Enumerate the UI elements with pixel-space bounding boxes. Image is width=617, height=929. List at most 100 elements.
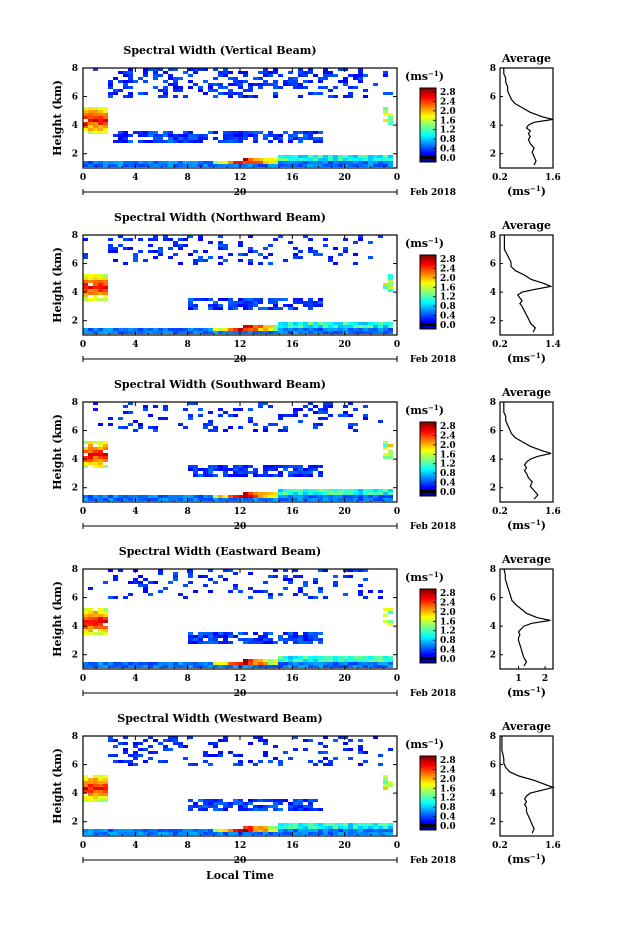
heatmap-cell [198,68,203,71]
heatmap-cell [383,110,388,113]
heatmap-cell [218,799,223,802]
heatmap-cell [243,131,248,134]
heatmap-cell [168,247,173,250]
colorbar-unit: (ms−1) [405,69,444,83]
heatmap-cell [228,298,233,301]
heatmap-cell [203,808,208,811]
heatmap-cell [338,498,343,501]
heatmap-cell [98,829,103,832]
heatmap-cell [243,134,248,137]
heatmap-cell [243,826,248,829]
heatmap-cell [233,140,238,143]
heatmap-cell [203,80,208,83]
profile-y-tick-label: 4 [490,789,496,799]
heatmap-cell [303,632,308,635]
heatmap-cell [83,125,88,128]
heatmap-cell [223,298,228,301]
heatmap-cell [158,137,163,140]
heatmap-cell [188,465,193,468]
heatmap-cell [248,161,253,164]
heatmap-cell [338,331,343,334]
profile-frame [499,735,554,837]
heatmap-cell [158,161,163,164]
heatmap-cell [208,662,213,665]
heatmap-cell [298,86,303,89]
heatmap-cell [283,751,288,754]
heatmap-cell [318,742,323,745]
heatmap-cell [188,763,193,766]
heatmap-cell [113,498,118,501]
heatmap-cell [93,495,98,498]
heatmap-cell [213,331,218,334]
heatmap-cell [98,453,103,456]
heatmap-cell [368,823,373,826]
heatmap-cell [333,823,338,826]
heatmap-cell [123,596,128,599]
heatmap-cell [218,161,223,164]
heatmap-cell [353,253,358,256]
heatmap-cell [293,635,298,638]
heatmap-cell [203,474,208,477]
heatmap-cell [268,659,273,662]
heatmap-cell [98,617,103,620]
heatmap-cell [323,402,328,405]
heatmap-cell [103,274,108,277]
heatmap-cell [188,414,193,417]
heatmap-cell [163,587,168,590]
colorbar-tick-label: 0.8 [440,803,456,813]
heatmap-cell [293,256,298,259]
heatmap-cell [263,474,268,477]
heatmap-cell [83,116,88,119]
heatmap-cell [163,161,168,164]
heatmap-cell [343,411,348,414]
heatmap-cell [143,71,148,74]
y-axis-label: Height (km) [51,80,64,156]
heatmap-cell [288,80,293,83]
heatmap-cell [378,235,383,238]
heatmap-cell [168,134,173,137]
heatmap-cell [263,754,268,757]
heatmap-cell [288,331,293,334]
profile-unit: (ms−1) [507,685,546,699]
heatmap-cell [148,414,153,417]
heatmap-cell [93,119,98,122]
colorbar-tick-label: 0.8 [440,469,456,479]
heatmap-cell [228,590,233,593]
heatmap-cell [318,826,323,829]
heatmap-cell [98,462,103,465]
heatmap-cell [173,495,178,498]
heatmap-cell [228,495,233,498]
heatmap-cell [293,77,298,80]
heatmap-cell [288,659,293,662]
heatmap-cell [163,86,168,89]
heatmap-cell [378,662,383,665]
heatmap-cell [348,325,353,328]
heatmap-cell [123,161,128,164]
colorbar-unit-base: (ms [405,404,428,417]
heatmap-cell [128,829,133,832]
heatmap-cell [263,805,268,808]
heatmap-cell [198,86,203,89]
heatmap-cell [363,158,368,161]
heatmap-cell [93,829,98,832]
heatmap-cell [173,241,178,244]
heatmap-cell [193,304,198,307]
heatmap-cell [293,301,298,304]
heatmap-cell [178,244,183,247]
heatmap-cell [193,262,198,265]
heatmap-cell [308,322,313,325]
heatmap-cell [113,829,118,832]
heatmap-cell [123,405,128,408]
heatmap-cell [343,68,348,71]
heatmap-cell [308,635,313,638]
heatmap-cell [163,89,168,92]
heatmap-cell [363,826,368,829]
heatmap-cell [228,829,233,832]
heatmap-cell [268,596,273,599]
heatmap-cell [363,95,368,98]
heatmap-cell [183,161,188,164]
heatmap-cell [83,629,88,632]
heatmap-cell [148,736,153,739]
heatmap-cell [153,331,158,334]
heatmap-cell [268,632,273,635]
